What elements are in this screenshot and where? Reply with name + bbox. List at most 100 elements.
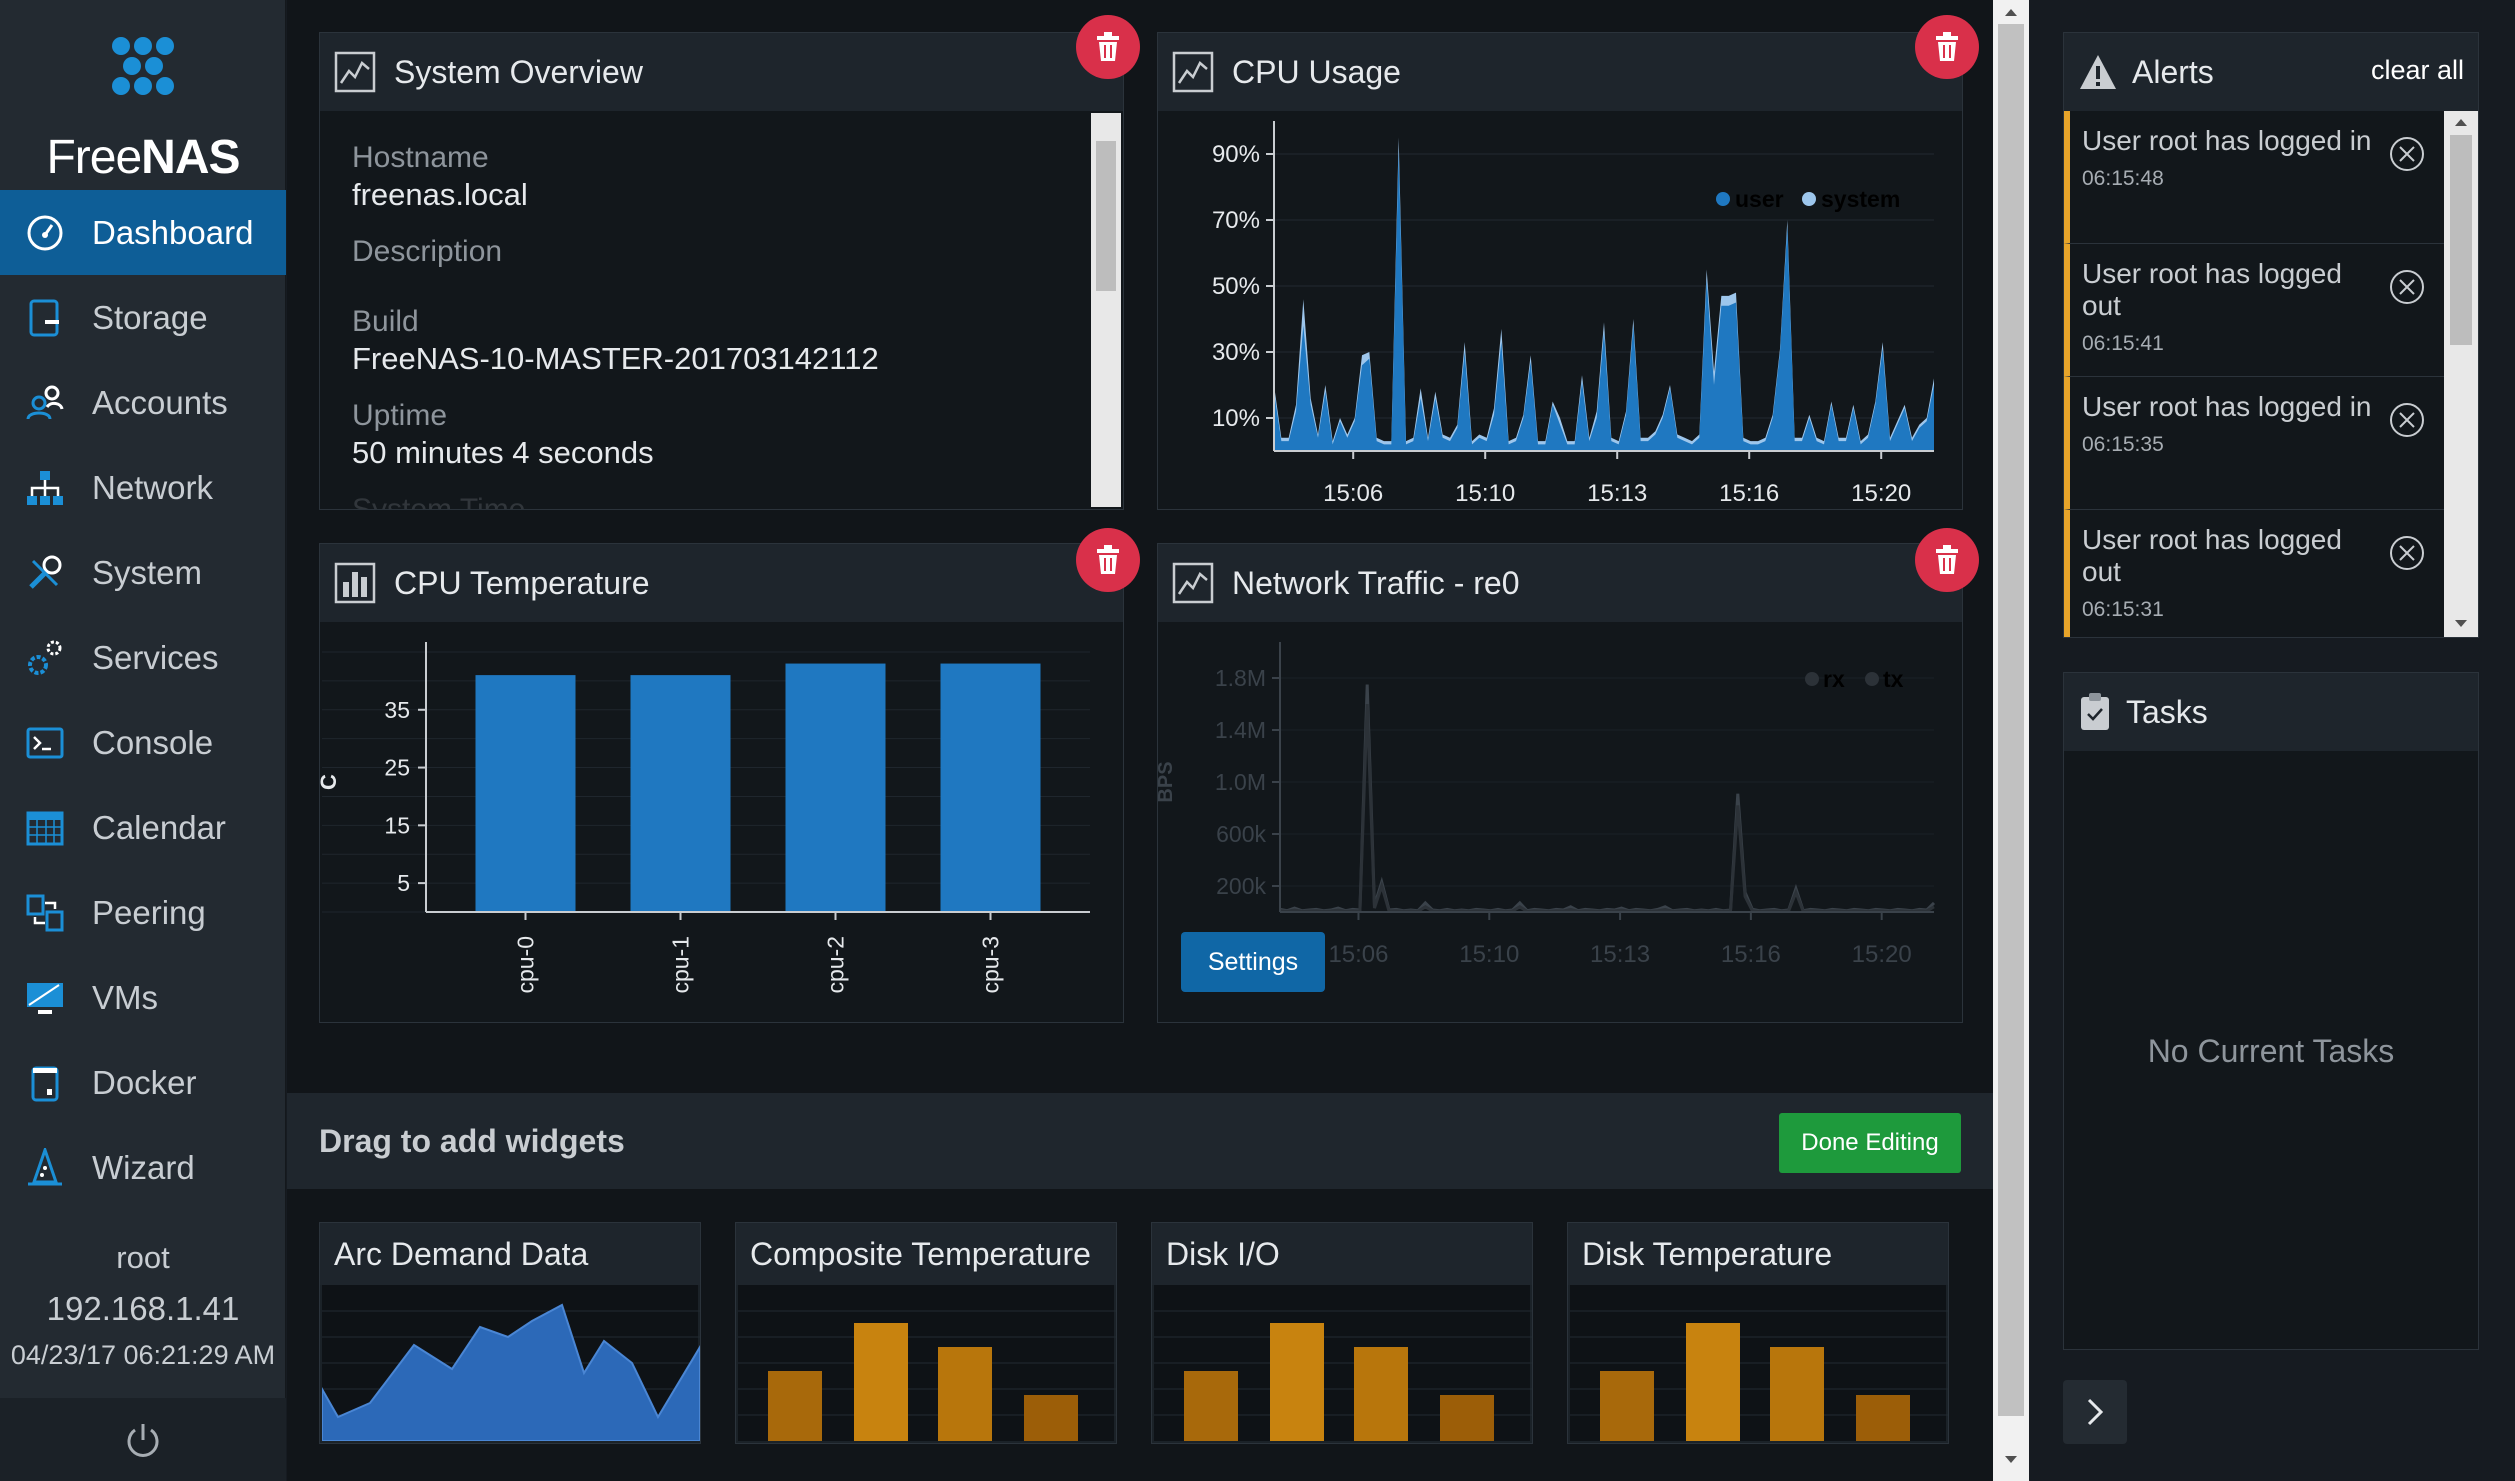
dismiss-alert-icon[interactable] [2388,268,2426,306]
power-button[interactable] [0,1398,286,1481]
warning-icon [2080,55,2116,89]
alert-item: User root has logged out 06:15:31 [2064,510,2446,637]
sidebar-item-calendar[interactable]: Calendar [0,785,286,870]
scroll-up-arrow-icon[interactable] [2444,113,2478,133]
widget-header[interactable]: CPU Usage [1158,33,1962,111]
widget-header[interactable]: System Overview [320,33,1123,111]
legend-swatch-system [1802,192,1816,206]
user-name: root [116,1240,170,1275]
sidebar-item-services[interactable]: Services [0,615,286,700]
series-user-area [1274,150,1934,451]
overview-fields: Hostname freenas.local Description Build… [352,141,1052,509]
dismiss-alert-icon[interactable] [2388,135,2426,173]
field-value: FreeNAS-10-MASTER-201703142112 [352,341,879,376]
delete-widget-button[interactable] [1915,15,1979,79]
alert-message: User root has logged in [2082,125,2372,156]
scroll-down-arrow-icon[interactable] [2444,613,2478,633]
sidebar-item-accounts[interactable]: Accounts [0,360,286,445]
user-info: root 192.168.1.41 04/23/17 06:21:29 AM [0,1240,286,1371]
sidebar-item-system[interactable]: System [0,530,286,615]
cpu-temperature-chart: 5 15 25 35 Ccpu-0 cpu-1 cpu-2 cpu-3 [320,642,1090,994]
x-tick-label: 15:13 [1590,941,1650,968]
widget-header[interactable]: CPU Temperature [320,544,1123,622]
sidebar-item-console[interactable]: Console [0,700,286,785]
y-tick-label: 25 [384,755,410,781]
scroll-down-arrow-icon[interactable] [1993,1448,2029,1470]
alert-message: User root has logged out [2082,258,2342,321]
delete-widget-button[interactable] [1915,528,1979,592]
scroll-up-arrow-icon[interactable] [1993,2,2029,24]
freenas-logo-icon [112,37,174,95]
widget-title: CPU Temperature [394,564,650,601]
dashboard-main: System Overview Hostname freenas.local D… [287,0,1993,1481]
area-preview-chart [321,1303,701,1442]
docker-icon [22,1060,68,1106]
y-tick-label: 35 [384,697,410,723]
alert-message: User root has logged out [2082,524,2342,587]
scroll-thumb[interactable] [1096,141,1116,291]
scroll-thumb[interactable] [2450,135,2472,345]
dismiss-alert-icon[interactable] [2388,534,2426,572]
sidebar-item-label: Dashboard [92,213,254,251]
palette-widget-composite-temperature[interactable]: Composite Temperature [735,1222,1117,1444]
cpu-usage-chart: 10% 30% 50% 70% 90% 15:06 15:10 15:13 15:16 15:20… [1212,121,1934,507]
x-tick-label: 15:06 [1323,480,1383,507]
bar-cpu-0 [475,675,576,912]
palette-widget-disk-io[interactable]: Disk I/O [1151,1222,1533,1444]
alerts-scrollbar[interactable] [2444,111,2478,637]
sidebar-item-label: Accounts [92,383,228,421]
y-tick-label: 90% [1212,141,1260,168]
chevron-right-icon [2087,1398,2104,1426]
y-axis-label: BPS [1158,761,1177,802]
sidebar-item-label: Peering [92,893,206,931]
y-tick-label: 10% [1212,405,1260,432]
sidebar-item-network[interactable]: Network [0,445,286,530]
y-tick-label: 5 [397,870,410,896]
chart-legend: rx tx [1805,666,1904,692]
network-settings-button[interactable]: Settings [1181,932,1325,992]
scroll-thumb[interactable] [1998,24,2024,1416]
sidebar-item-docker[interactable]: Docker [0,1040,286,1125]
sidebar-nav: Dashboard Storage Accounts Network Syste… [0,190,286,1210]
main-scrollbar[interactable] [1993,0,2029,1481]
palette-widget-disk-temperature[interactable]: Disk Temperature [1567,1222,1949,1444]
palette-preview [321,1285,701,1442]
x-tick-label: cpu-1 [668,936,694,994]
clear-all-link[interactable]: clear all [2370,55,2464,85]
delete-widget-button[interactable] [1076,15,1140,79]
x-tick-label: cpu-2 [823,936,849,994]
expand-panel-button[interactable] [2063,1380,2127,1444]
sidebar-item-storage[interactable]: Storage [0,275,286,360]
done-editing-button[interactable]: Done Editing [1779,1113,1961,1173]
y-axis-label: C [320,774,341,790]
tasks-header: Tasks [2064,673,2478,751]
sidebar-item-vms[interactable]: VMs [0,955,286,1040]
palette-widget-arc-demand[interactable]: Arc Demand Data [319,1222,701,1444]
power-icon [127,1423,159,1457]
dismiss-alert-icon[interactable] [2388,401,2426,439]
line-chart-icon [1172,51,1214,93]
widget-header[interactable]: Network Traffic - re0 [1158,544,1962,622]
sidebar-item-label: Services [92,638,219,676]
delete-widget-button[interactable] [1076,528,1140,592]
widget-title: Network Traffic - re0 [1232,564,1520,601]
sidebar-item-label: Network [92,468,214,506]
legend-swatch-tx [1865,672,1879,686]
x-tick-label: 15:13 [1587,480,1647,507]
alert-message: User root has logged in [2082,391,2372,422]
sidebar-item-peering[interactable]: Peering [0,870,286,955]
palette-widget-title: Arc Demand Data [320,1223,700,1285]
gears-icon [22,635,68,681]
alert-time: 06:15:35 [2082,433,2164,456]
notifications-panel: Alerts clear all User root has logged in… [2029,0,2515,1481]
speedometer-icon [22,210,68,256]
x-tick-label: 15:20 [1852,941,1912,968]
x-tick-label: 15:16 [1719,480,1779,507]
alerts-panel: Alerts clear all User root has logged in… [2063,32,2479,638]
network-icon [22,465,68,511]
sidebar-item-wizard[interactable]: Wizard [0,1125,286,1210]
sidebar-item-dashboard[interactable]: Dashboard [0,190,286,275]
wrench-icon [22,550,68,596]
x-tick-label: 15:16 [1721,941,1781,968]
overview-scrollbar[interactable] [1091,113,1121,507]
